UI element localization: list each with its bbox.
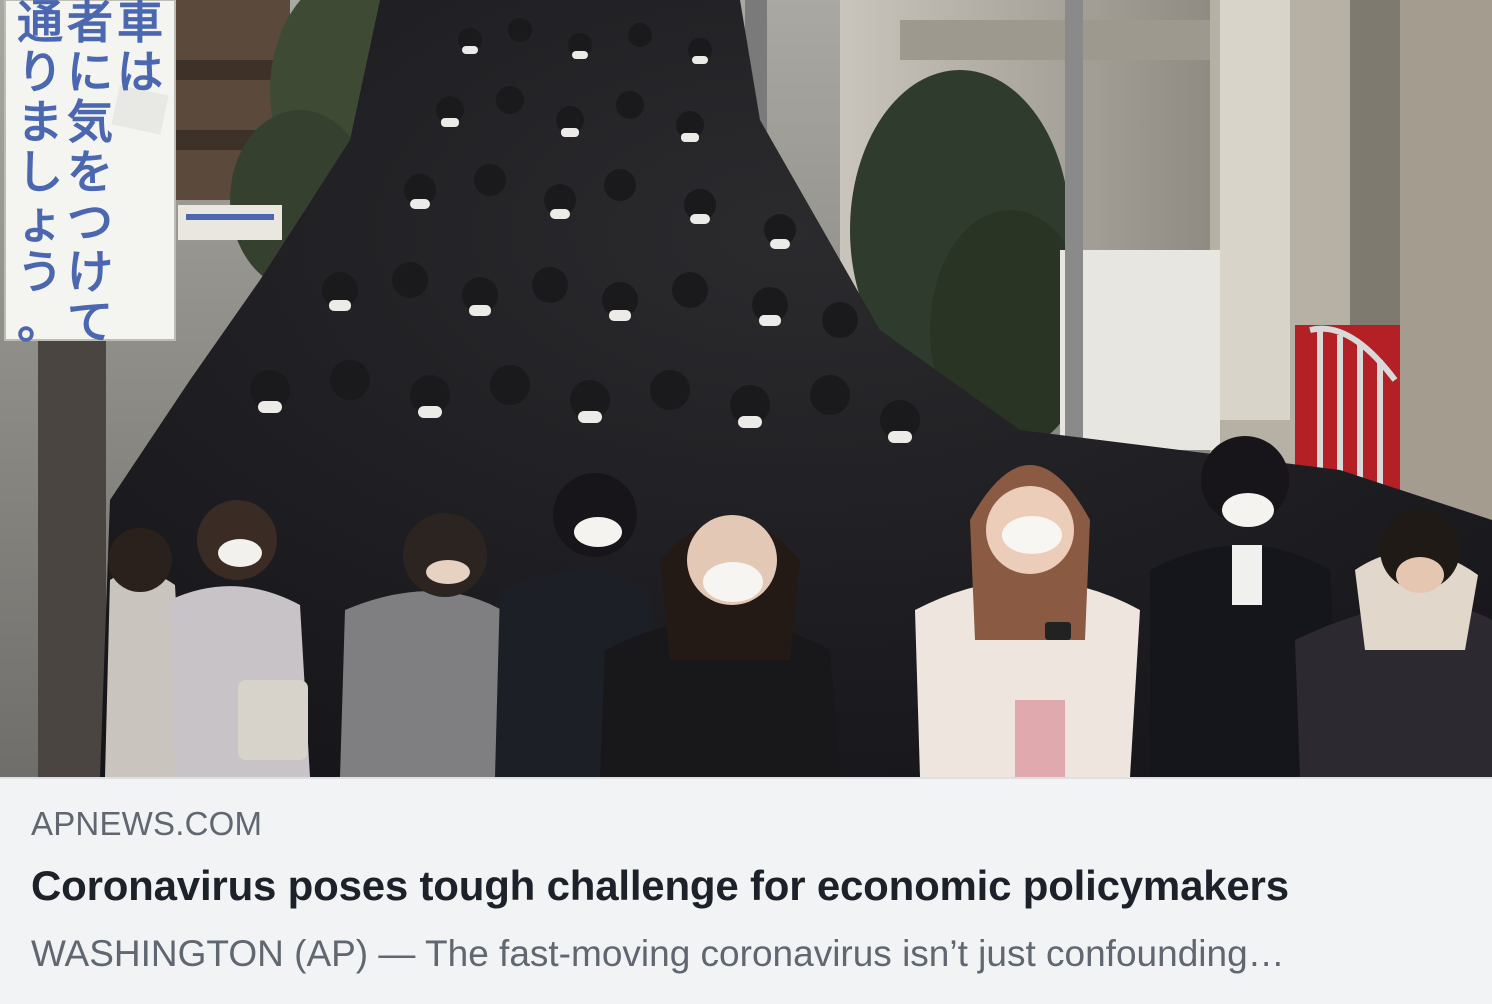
article-headline[interactable]: Coronavirus poses tough challenge for ec… xyxy=(31,862,1289,909)
sign-glyph: ょ xyxy=(17,195,63,249)
source-domain: APNEWS.COM xyxy=(31,805,263,842)
sign-glyph: 車 xyxy=(117,0,163,49)
sign-glyph: を xyxy=(67,145,113,199)
sign-glyph: ま xyxy=(17,95,63,149)
sign-glyph: う xyxy=(17,245,63,299)
card-divider xyxy=(0,777,1492,779)
sign-glyph: 気 xyxy=(67,95,113,149)
sign-glyph: に xyxy=(67,45,113,99)
sign-glyph: 通 xyxy=(17,0,63,49)
sign-glyph: て xyxy=(67,295,113,349)
sign-glyph: つ xyxy=(67,195,113,249)
sign-glyph: 者 xyxy=(67,0,113,49)
link-meta[interactable]: APNEWS.COM Coronavirus poses tough chall… xyxy=(31,779,1461,1004)
article-description: WASHINGTON (AP) — The fast-moving corona… xyxy=(31,933,1285,974)
sign-glyph: り xyxy=(17,45,63,99)
article-photo[interactable]: 車は者に気をつけて 通りましょう。 xyxy=(0,0,1492,777)
sign-glyph: し xyxy=(17,145,63,199)
sign-glyph: け xyxy=(67,245,113,299)
sign-glyph: 。 xyxy=(17,295,63,349)
sign-glyph: は xyxy=(117,45,163,99)
